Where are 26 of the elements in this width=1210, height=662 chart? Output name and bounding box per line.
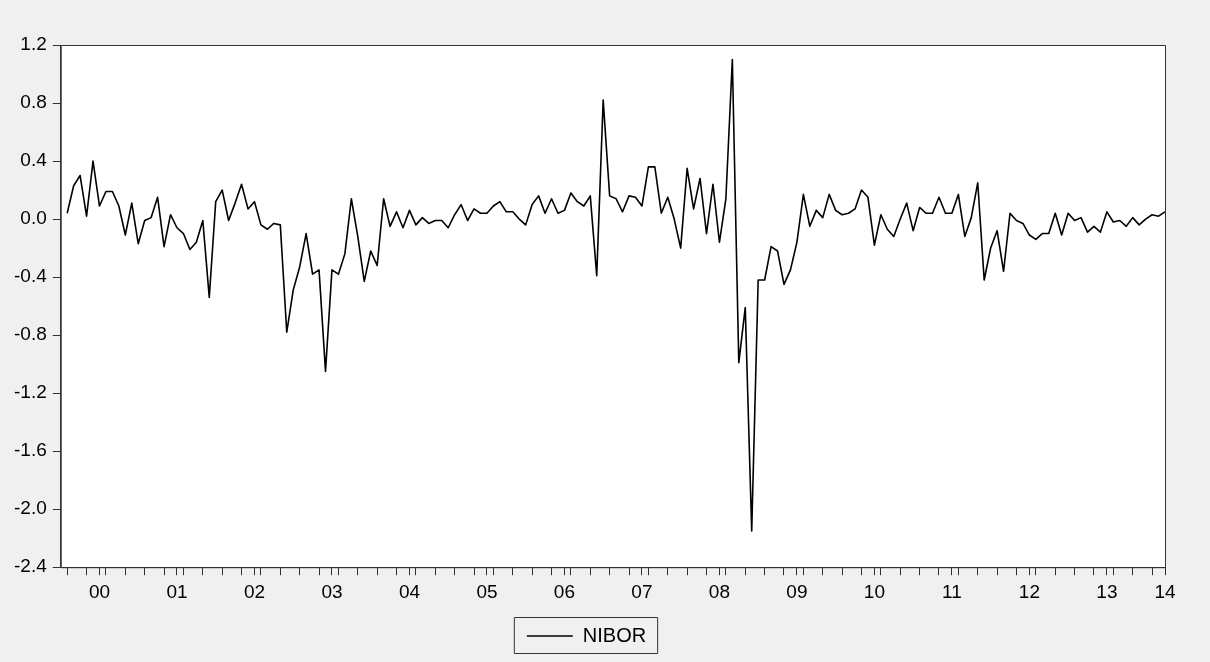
x-tick-label: 13 [1096, 580, 1118, 602]
y-tick-label: 0.8 [20, 91, 47, 113]
y-tick-label: -0.8 [13, 323, 47, 345]
x-tick-label: 02 [243, 580, 266, 602]
y-tick-label: -2.0 [13, 497, 47, 519]
x-tick-label: 10 [863, 580, 885, 602]
x-tick-label: 06 [553, 580, 576, 602]
x-tick-label: 03 [321, 580, 343, 602]
y-tick-label: -1.2 [13, 381, 47, 403]
y-tick-label: -1.6 [13, 439, 47, 461]
x-tick-label: 11 [942, 580, 962, 602]
x-tick-label: 07 [631, 580, 653, 602]
x-tick-label: 05 [476, 580, 498, 602]
y-tick-label: 0.0 [20, 207, 47, 229]
y-tick-label: -2.4 [13, 555, 48, 577]
x-tick-label: 14 [1154, 580, 1176, 602]
y-tick-label: 0.4 [20, 149, 48, 171]
x-tick-label: 00 [88, 580, 111, 602]
x-tick-label: 04 [398, 580, 421, 602]
y-tick-label: 1.2 [20, 33, 47, 55]
y-tick-label: -0.4 [13, 265, 48, 287]
x-tick-label: 08 [708, 580, 730, 602]
legend-label: NIBOR [582, 623, 647, 646]
x-tick-label: 12 [1018, 580, 1040, 602]
x-tick-label: 09 [786, 580, 808, 602]
x-tick-label: 01 [166, 580, 188, 602]
